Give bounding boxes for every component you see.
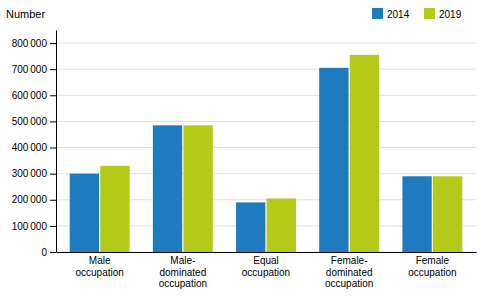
tick: Maleoccupation: [75, 255, 123, 278]
tick-label-line: dominated: [159, 267, 206, 278]
tick-mark: [50, 43, 56, 44]
tick-label-line: occupation: [75, 267, 123, 278]
bar: [267, 198, 296, 252]
bar: [319, 68, 348, 252]
tick-mark: [50, 121, 56, 122]
tick-label: 500 000: [12, 116, 48, 127]
tick: 300 000: [12, 168, 56, 179]
tick: Femaleoccupation: [408, 255, 456, 278]
bar: [402, 176, 431, 252]
grid-line: [56, 121, 476, 122]
bar: [236, 202, 265, 252]
tick-label: Female-dominatedoccupation: [325, 255, 373, 289]
tick: 600 000: [12, 90, 56, 101]
tick-mark: [50, 226, 56, 227]
bars: [70, 55, 463, 252]
legend-swatch: [424, 8, 435, 19]
tick-label-line: occupation: [242, 267, 290, 278]
grid-line: [56, 95, 476, 96]
y-axis-title: Number: [6, 8, 45, 20]
legend-label: 2019: [439, 9, 462, 20]
tick-label-line: occupation: [159, 278, 207, 289]
tick-label-line: Female: [416, 255, 450, 266]
tick-label-line: Female-: [331, 255, 368, 266]
tick: 400 000: [12, 142, 56, 153]
grid-line: [56, 43, 476, 44]
tick-mark: [50, 69, 56, 70]
tick-label: Male-dominatedoccupation: [159, 255, 207, 289]
tick: Equaloccupation: [242, 255, 290, 278]
tick: 0: [41, 247, 56, 258]
bar-series: [100, 55, 462, 252]
tick-mark: [50, 95, 56, 96]
legend-swatch: [372, 8, 383, 19]
tick: 500 000: [12, 116, 56, 127]
legend-item: 2014: [372, 8, 410, 20]
tick-label-line: Male: [89, 255, 111, 266]
tick-mark: [50, 174, 56, 175]
bar: [433, 176, 462, 252]
tick-label: 0: [41, 247, 47, 258]
tick-label-line: Equal: [253, 255, 279, 266]
tick-mark: [50, 200, 56, 201]
tick-label: Femaleoccupation: [408, 255, 456, 278]
tick-label: 800 000: [12, 38, 48, 49]
tick: Female-dominatedoccupation: [325, 255, 373, 289]
tick-label-line: Male-: [170, 255, 195, 266]
bar: [100, 166, 129, 252]
x-axis: MaleoccupationMale-dominatedoccupationEq…: [57, 253, 477, 290]
bar: [183, 125, 212, 252]
axis-line: [56, 31, 57, 253]
grid-line: [56, 69, 476, 70]
chart: 0 100 000 200 000 300 000 400 000 500 000 600 …: [0, 0, 488, 302]
tick: 800 000: [12, 38, 56, 49]
grid-line: [56, 147, 476, 148]
tick: Male-dominatedoccupation: [159, 255, 207, 289]
tick-label: 600 000: [12, 90, 48, 101]
tick-label: 700 000: [12, 64, 48, 75]
grid: [56, 43, 476, 252]
tick-label: 400 000: [12, 142, 48, 153]
axis-line: [57, 252, 477, 253]
bar: [70, 174, 99, 252]
legend-item: 2019: [424, 8, 462, 20]
tick-label: 200 000: [12, 194, 48, 205]
tick-label-line: occupation: [325, 278, 373, 289]
tick-label: 300 000: [12, 168, 48, 179]
bar: [350, 55, 379, 252]
plot-area: 0 100 000 200 000 300 000 400 000 500 000 600 …: [12, 31, 477, 290]
tick: 200 000: [12, 194, 56, 205]
tick-label: Maleoccupation: [75, 255, 123, 278]
tick-label-line: dominated: [326, 267, 373, 278]
legend: 2014 2019: [372, 8, 462, 20]
tick-label-line: occupation: [408, 267, 456, 278]
tick-label: Equaloccupation: [242, 255, 290, 278]
y-axis: 0 100 000 200 000 300 000 400 000 500 000 600 …: [12, 31, 57, 258]
tick-mark: [50, 252, 56, 253]
tick: 700 000: [12, 64, 56, 75]
tick: 100 000: [12, 221, 56, 232]
tick-label: 100 000: [12, 221, 48, 232]
bar: [153, 125, 182, 252]
legend-label: 2014: [387, 9, 410, 20]
tick-mark: [50, 148, 56, 149]
